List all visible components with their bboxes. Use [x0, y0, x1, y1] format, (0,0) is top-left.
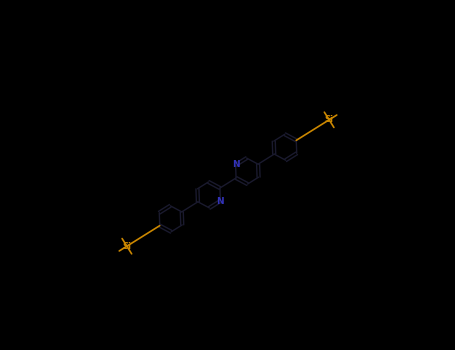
Text: Si: Si	[324, 115, 334, 124]
Text: N: N	[232, 160, 239, 169]
Text: N: N	[217, 197, 224, 205]
Text: Si: Si	[122, 242, 131, 251]
